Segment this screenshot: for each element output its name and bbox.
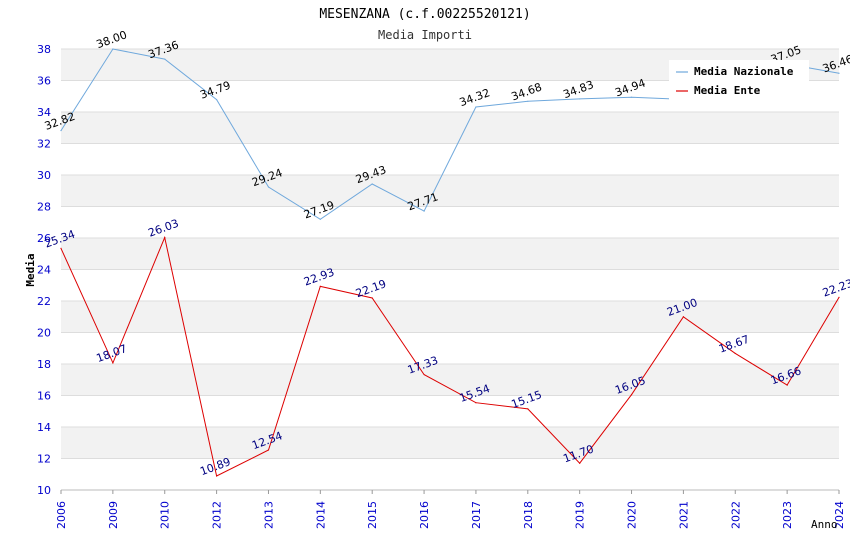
grid-band: [61, 206, 839, 238]
y-tick-label: 28: [37, 201, 51, 214]
data-point: [60, 129, 62, 132]
data-point: [579, 462, 581, 464]
data-point: [216, 98, 218, 101]
data-point: [319, 285, 321, 287]
x-tick-label: 2019: [574, 501, 587, 529]
x-tick-label: 2006: [55, 501, 68, 529]
data-point: [164, 58, 166, 60]
grid-band: [61, 458, 839, 490]
data-point: [267, 186, 270, 188]
y-tick-label: 38: [37, 43, 51, 56]
x-tick-label: 2017: [470, 501, 483, 529]
grid-band: [61, 269, 839, 301]
grid-band: [61, 427, 839, 459]
y-tick-label: 30: [37, 169, 51, 182]
data-point: [682, 316, 685, 318]
x-tick-label: 2013: [262, 501, 275, 529]
data-point: [371, 297, 373, 299]
y-tick-label: 36: [37, 75, 51, 88]
data-label: 38.00: [95, 28, 129, 51]
x-tick-label: 2024: [833, 501, 846, 529]
data-point: [164, 236, 166, 239]
data-point: [630, 96, 633, 98]
grid-band: [61, 301, 839, 333]
y-tick-label: 12: [37, 453, 51, 466]
x-tick-label: 2010: [159, 501, 172, 529]
y-tick-label: 24: [37, 264, 51, 277]
data-point: [838, 72, 840, 74]
x-tick-label: 2015: [366, 501, 379, 529]
data-point: [371, 183, 373, 185]
grid-band: [61, 395, 839, 427]
data-point: [579, 98, 581, 100]
legend: Media Nazionale Media Ente: [669, 60, 809, 102]
grid-band: [61, 112, 839, 144]
y-axis-ticks: 10 12 14 16 18 20 22 24 26 28 30 32 34 36 38: [37, 43, 51, 497]
data-point: [527, 408, 529, 410]
y-tick-label: 26: [37, 232, 51, 245]
legend-label-ente: Media Ente: [694, 84, 761, 97]
y-tick-label: 20: [37, 327, 51, 340]
y-tick-label: 18: [37, 358, 51, 371]
data-point: [475, 106, 477, 108]
data-point: [423, 373, 425, 376]
y-tick-label: 34: [37, 106, 51, 119]
x-tick-label: 2023: [781, 501, 794, 529]
x-tick-label: 2021: [677, 501, 690, 529]
chart-subtitle: Media Importi: [378, 28, 472, 42]
data-point: [112, 48, 114, 50]
chart-title: MESENZANA (c.f.00225520121): [319, 7, 530, 22]
data-point: [734, 352, 736, 355]
y-tick-label: 32: [37, 138, 51, 151]
x-axis-label: Anno: [811, 518, 838, 531]
data-point: [786, 384, 788, 386]
x-tick-label: 2012: [211, 501, 224, 529]
legend-box: [669, 60, 809, 102]
data-point: [630, 394, 633, 396]
x-tick-label: 2009: [107, 501, 120, 529]
x-tick-label: 2014: [314, 501, 327, 529]
data-point: [267, 449, 270, 451]
data-point: [475, 402, 477, 404]
x-tick-label: 2016: [418, 501, 431, 529]
data-point: [216, 475, 218, 477]
grid-band: [61, 238, 839, 270]
data-point: [60, 247, 62, 249]
legend-label-nazionale: Media Nazionale: [694, 65, 794, 78]
y-axis-label: Media: [24, 253, 37, 286]
data-point: [527, 100, 529, 102]
series-line-media-ente: [60, 235, 840, 477]
x-tick-label: 2022: [729, 501, 742, 529]
grid-band: [61, 175, 839, 207]
grid-bands: [61, 48, 839, 491]
x-tick-label: 2020: [626, 501, 639, 529]
grid-band: [61, 364, 839, 396]
y-tick-label: 22: [37, 295, 51, 308]
data-point: [112, 362, 114, 364]
y-tick-label: 10: [37, 484, 51, 497]
y-tick-label: 16: [37, 390, 51, 403]
data-point: [319, 218, 321, 220]
data-point: [838, 296, 840, 298]
x-axis-ticks: 2006 2009 2010 2012 2013 2014 2015 2016 2017 2018…: [55, 490, 846, 529]
y-tick-label: 14: [37, 421, 51, 434]
x-tick-label: 2018: [522, 501, 535, 529]
data-point: [423, 210, 425, 212]
